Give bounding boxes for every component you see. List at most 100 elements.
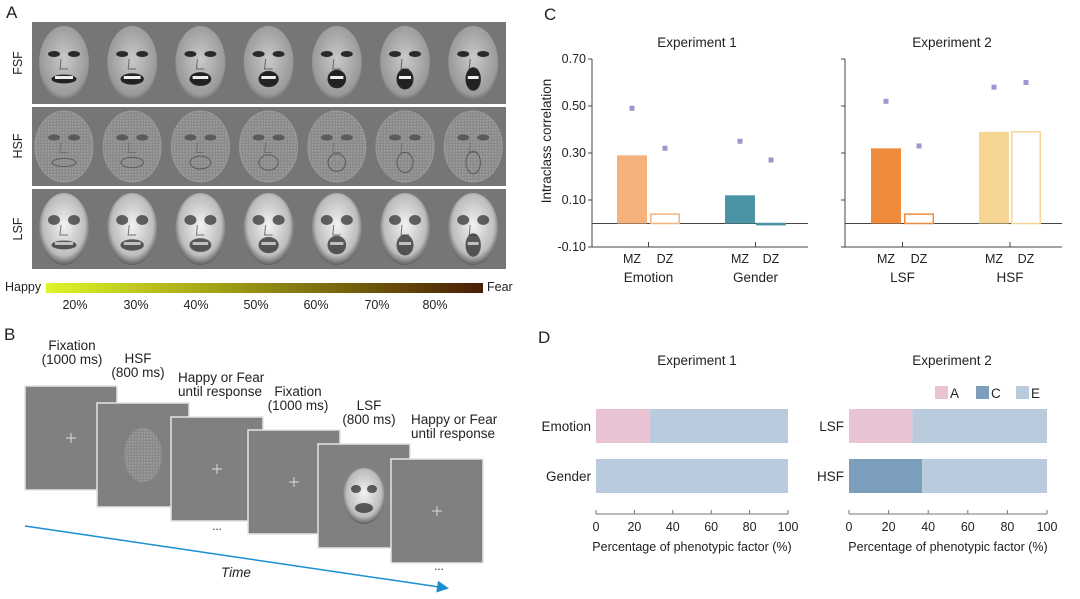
face-eye bbox=[116, 215, 129, 225]
face-nose bbox=[332, 142, 341, 153]
face-mouth bbox=[120, 156, 144, 169]
icc-chart-experiment-2: Experiment 2 LSF MZ DZ HSF MZ DZ bbox=[841, 35, 1062, 285]
colorbar-tick-label: 20% bbox=[62, 298, 87, 312]
panel-label-b: B bbox=[4, 325, 15, 344]
face-oval bbox=[311, 26, 362, 100]
face-oval bbox=[375, 110, 435, 183]
face-teeth bbox=[467, 76, 479, 79]
lsf-face-icon bbox=[343, 468, 385, 524]
face-oval bbox=[175, 26, 226, 100]
segment-lsf-e bbox=[912, 409, 1047, 443]
face-mouth bbox=[396, 152, 414, 173]
face-oval bbox=[39, 193, 89, 265]
face-oval bbox=[243, 26, 294, 100]
icc-chart-experiment-1: Experiment 1 0.70 0.50 0.30 0.10 -0.10 Intracl… bbox=[539, 35, 808, 285]
face-eye bbox=[340, 51, 353, 57]
face-teeth bbox=[330, 242, 344, 245]
face-stimulus bbox=[175, 193, 226, 265]
colorbar-tick-label: 80% bbox=[422, 298, 447, 312]
bar-emotion-dz bbox=[650, 213, 680, 225]
face-eye bbox=[457, 134, 470, 141]
x-axis-label: Percentage of phenotypic factor (%) bbox=[592, 540, 791, 554]
face-stimulus bbox=[443, 110, 503, 183]
x-tick-label: 60 bbox=[961, 520, 975, 534]
face-eye bbox=[340, 215, 353, 225]
legend-swatch-e bbox=[1016, 386, 1029, 399]
category-label-hsf: HSF bbox=[817, 469, 844, 484]
x-tick-label: 40 bbox=[921, 520, 935, 534]
face-nose bbox=[59, 142, 68, 153]
segment-emotion-a bbox=[596, 409, 650, 443]
ace-chart-experiment-2: Experiment 2 LSF HSF 0 20 40 60 80 100 Percentage… bbox=[817, 353, 1057, 554]
face-eye bbox=[389, 215, 401, 225]
face-teeth bbox=[261, 242, 276, 245]
face-eye bbox=[389, 134, 401, 141]
face-teeth bbox=[399, 76, 411, 79]
face-oval bbox=[443, 110, 503, 183]
x-tick-label: 20 bbox=[882, 520, 896, 534]
face-eye bbox=[367, 485, 377, 493]
point-gender-dz bbox=[768, 157, 774, 163]
legend-label-a: A bbox=[950, 386, 959, 401]
step-label-line2: (1000 ms) bbox=[268, 398, 329, 413]
face-eye bbox=[351, 485, 361, 493]
face-nose bbox=[195, 224, 205, 236]
face-eye bbox=[68, 134, 80, 141]
group-label-lsf: LSF bbox=[890, 270, 915, 285]
face-eye bbox=[136, 134, 149, 141]
y-tick-label: 0.10 bbox=[562, 193, 586, 207]
face-teeth bbox=[55, 76, 73, 79]
x-tick-label: 80 bbox=[1000, 520, 1014, 534]
step-label-line1: LSF bbox=[357, 398, 382, 413]
panel-d-ace-chart: Experiment 1 Emotion Gender 0 20 40 60 80 100 Per… bbox=[541, 353, 1057, 554]
legend-swatch-c bbox=[976, 386, 989, 399]
face-teeth bbox=[261, 76, 276, 79]
colorbar-tick-label: 30% bbox=[123, 298, 148, 312]
face-eye bbox=[48, 51, 60, 57]
face-stimulus bbox=[107, 193, 158, 265]
point-gender-mz bbox=[737, 138, 743, 144]
point-emotion-mz bbox=[629, 105, 635, 111]
face-eye bbox=[477, 215, 490, 225]
y-tick-label: -0.10 bbox=[558, 240, 587, 254]
face-mouth bbox=[51, 158, 77, 167]
chart-title: Experiment 2 bbox=[912, 353, 992, 368]
face-stimulus bbox=[380, 193, 430, 265]
face-nose bbox=[264, 224, 273, 236]
panel-c-icc-chart: Experiment 1 0.70 0.50 0.30 0.10 -0.10 Intracl… bbox=[539, 35, 1062, 285]
face-eye bbox=[252, 215, 265, 225]
legend-label-c: C bbox=[991, 386, 1001, 401]
category-label-gender: Gender bbox=[546, 469, 592, 484]
face-oval bbox=[243, 193, 294, 265]
face-eye bbox=[409, 51, 421, 57]
face-nose bbox=[195, 58, 205, 70]
segment-emotion-e bbox=[649, 409, 788, 443]
face-oval bbox=[39, 26, 89, 100]
face-stimulus bbox=[307, 110, 367, 183]
face-nose bbox=[332, 224, 341, 236]
face-teeth bbox=[192, 76, 209, 79]
x-axis-label: Percentage of phenotypic factor (%) bbox=[848, 540, 1047, 554]
category-label-emotion: Emotion bbox=[541, 419, 591, 434]
colorbar-right-label: Fear bbox=[487, 280, 513, 294]
x-tick-label: 0 bbox=[593, 520, 600, 534]
segment-hsf-e bbox=[922, 459, 1047, 493]
step-label-line2: until response bbox=[411, 426, 495, 441]
bar-lsf-dz bbox=[904, 213, 934, 225]
face-teeth bbox=[123, 242, 141, 245]
face-oval bbox=[448, 26, 499, 100]
face-stimulus bbox=[170, 110, 230, 183]
bar-label: DZ bbox=[1018, 252, 1035, 266]
face-eye bbox=[116, 134, 129, 141]
x-tick-label: 40 bbox=[666, 520, 680, 534]
face-oval bbox=[175, 193, 226, 265]
y-tick-label: 0.70 bbox=[562, 52, 586, 66]
step-label-line1: Fixation bbox=[274, 384, 321, 399]
face-eye bbox=[320, 134, 333, 141]
face-teeth bbox=[330, 76, 344, 79]
x-tick-label: 60 bbox=[704, 520, 718, 534]
face-eye bbox=[116, 51, 129, 57]
group-label-gender: Gender bbox=[733, 270, 779, 285]
face-teeth bbox=[399, 242, 411, 245]
